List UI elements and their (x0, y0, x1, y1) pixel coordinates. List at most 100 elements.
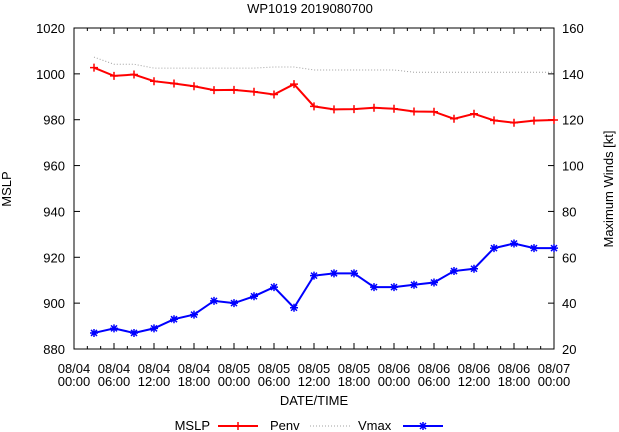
data-point-mslp (370, 103, 378, 112)
legend-marker-vmax (419, 422, 427, 430)
data-point-vmax (310, 271, 318, 280)
data-point-mslp (250, 87, 258, 96)
x-tick-label-date: 08/04 (178, 361, 211, 376)
data-point-vmax (550, 244, 558, 253)
legend: MSLP Penv Vmax (175, 418, 443, 432)
data-point-mslp (330, 105, 338, 114)
data-point-mslp (130, 70, 138, 79)
data-point-vmax (190, 310, 198, 319)
plot-frame (73, 27, 555, 350)
x-tick-label-time: 00:00 (58, 374, 91, 389)
data-point-mslp (410, 107, 418, 116)
y2-tick-label: 80 (562, 204, 576, 219)
data-point-mslp (290, 80, 298, 89)
x-tick-label-time: 18:00 (498, 374, 531, 389)
data-point-mslp (110, 71, 118, 80)
data-point-vmax (370, 283, 378, 292)
y2-tick-label: 140 (562, 67, 584, 82)
data-point-vmax (90, 328, 98, 337)
data-point-vmax (390, 283, 398, 292)
x-tick-label-date: 08/06 (418, 361, 451, 376)
data-point-mslp (490, 116, 498, 125)
data-point-mslp (550, 115, 558, 124)
x-tick-label-date: 08/04 (98, 361, 131, 376)
x-axis-label: DATE/TIME (280, 393, 349, 408)
data-point-vmax (530, 244, 538, 253)
x-tick-label-time: 00:00 (218, 374, 251, 389)
x-tick-label-time: 06:00 (418, 374, 451, 389)
data-point-mslp (150, 77, 158, 86)
data-point-vmax (130, 328, 138, 337)
y-tick-label: 920 (43, 250, 65, 265)
y2-tick-label: 20 (562, 342, 576, 357)
data-point-mslp (210, 86, 218, 95)
data-point-mslp (530, 116, 538, 125)
legend-marker-mslp (234, 422, 242, 430)
x-tick-label-date: 08/06 (378, 361, 411, 376)
data-point-mslp (190, 82, 198, 91)
data-point-vmax (410, 280, 418, 289)
data-point-vmax (230, 299, 238, 308)
legend-label-vmax: Vmax (358, 418, 392, 432)
y-tick-label: 980 (43, 113, 65, 128)
x-tick-label-date: 08/04 (58, 361, 91, 376)
data-point-vmax (490, 244, 498, 253)
y2-tick-label: 40 (562, 296, 576, 311)
y-tick-label: 960 (43, 159, 65, 174)
x-tick-label-time: 12:00 (138, 374, 171, 389)
y-tick-label: 900 (43, 296, 65, 311)
y2-tick-label: 120 (562, 113, 584, 128)
data-point-vmax (430, 278, 438, 287)
data-point-vmax (150, 324, 158, 333)
legend-label-mslp: MSLP (175, 418, 210, 432)
data-point-vmax (450, 267, 458, 276)
data-point-mslp (230, 85, 238, 94)
x-tick-label-date: 08/05 (258, 361, 291, 376)
legend-label-penv: Penv (270, 418, 300, 432)
series-line-mslp (93, 66, 555, 124)
x-tick-label-time: 00:00 (538, 374, 571, 389)
x-tick-label-date: 08/07 (538, 361, 571, 376)
data-point-vmax (110, 324, 118, 333)
data-point-mslp (510, 118, 518, 127)
data-point-mslp (390, 104, 398, 113)
data-point-vmax (270, 283, 278, 292)
x-tick-label-date: 08/06 (458, 361, 491, 376)
y-axis-label: MSLP (0, 171, 14, 206)
x-tick-label-time: 18:00 (178, 374, 211, 389)
data-point-vmax (250, 292, 258, 301)
data-point-mslp (470, 109, 478, 118)
data-point-mslp (350, 105, 358, 114)
chart-title: WP1019 2019080700 (247, 1, 373, 16)
y-tick-label: 1000 (36, 67, 65, 82)
x-tick-label-time: 12:00 (458, 374, 491, 389)
data-point-mslp (430, 107, 438, 116)
series-line-penv (93, 56, 554, 73)
series-line-vmax (93, 242, 554, 334)
y2-tick-label: 60 (562, 250, 576, 265)
y-tick-label: 1020 (36, 21, 65, 36)
x-tick-label-date: 08/04 (138, 361, 171, 376)
data-point-mslp (170, 79, 178, 88)
data-point-vmax (470, 264, 478, 273)
data-point-mslp (450, 114, 458, 123)
data-point-vmax (350, 269, 358, 278)
x-tick-label-time: 12:00 (298, 374, 331, 389)
x-tick-label-time: 06:00 (98, 374, 131, 389)
x-tick-label-date: 08/05 (298, 361, 331, 376)
y2-axis-label: Maximum Winds [kt] (601, 130, 616, 247)
y-tick-label: 880 (43, 342, 65, 357)
data-point-vmax (510, 239, 518, 248)
x-tick-label-time: 18:00 (338, 374, 371, 389)
x-tick-label-date: 08/05 (338, 361, 371, 376)
data-point-mslp (310, 102, 318, 111)
x-tick-label-date: 08/05 (218, 361, 251, 376)
data-point-vmax (210, 296, 218, 305)
x-tick-label-time: 00:00 (378, 374, 411, 389)
x-tick-label-date: 08/06 (498, 361, 531, 376)
data-point-mslp (270, 90, 278, 99)
data-point-vmax (290, 303, 298, 312)
data-point-vmax (330, 269, 338, 278)
x-tick-label-time: 06:00 (258, 374, 291, 389)
